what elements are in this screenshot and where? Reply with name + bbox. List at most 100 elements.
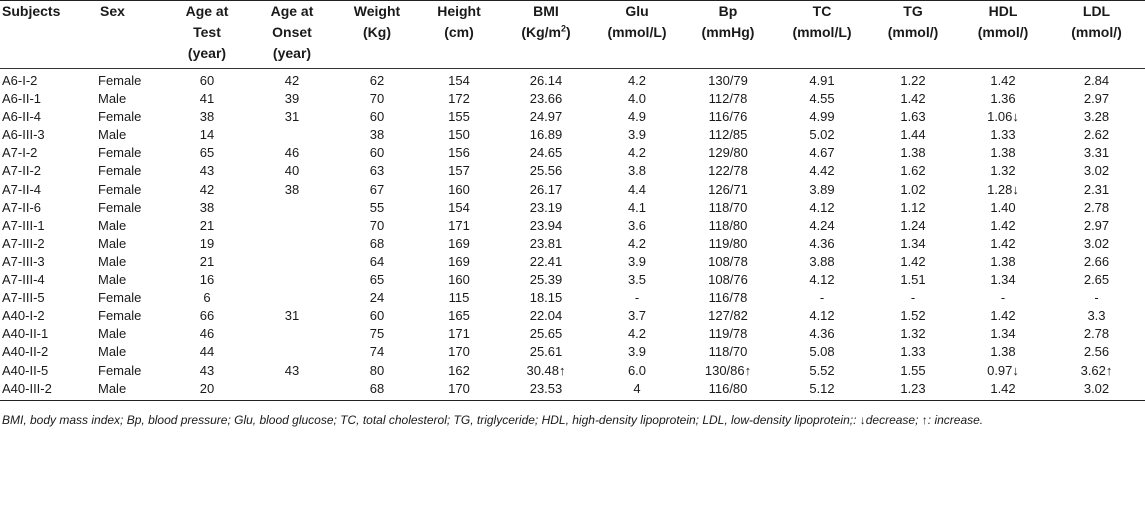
cell-ldl: 2.78 xyxy=(1083,199,1110,215)
cell-age-test: 21 xyxy=(199,217,215,233)
cell-age-test: 46 xyxy=(199,326,215,342)
cell-tc: 4.36 xyxy=(809,235,835,251)
cell-ldl: 3.62↑ xyxy=(1080,362,1113,378)
header-cell: (mmol/L) xyxy=(792,24,852,40)
cell-age-test: 21 xyxy=(199,253,215,269)
cell-subject: A40-I-2 xyxy=(2,308,45,324)
cell-weight: 68 xyxy=(369,235,385,251)
cell-bp: 118/80 xyxy=(708,217,748,233)
table-row: A40-II-2 Male 44 74 170 25.61 3.9 118/70 5.08 1.3… xyxy=(0,343,1145,361)
cell-height: 115 xyxy=(448,290,470,306)
cell-bp: 118/70 xyxy=(708,199,748,215)
cell-tg: 1.44 xyxy=(900,127,926,143)
cell-age-test: 19 xyxy=(199,235,215,251)
cell-bp: 118/70 xyxy=(708,344,748,360)
cell-tg: 1.22 xyxy=(900,73,926,88)
header-cell: (year) xyxy=(164,43,250,69)
table-row: A7-II-6 Female 38 55 154 23.19 4.1 118/70 4.12 1.… xyxy=(0,199,1145,217)
cell-age-onset xyxy=(250,253,334,271)
cell-height: 157 xyxy=(448,163,470,179)
col-header-ldl: LDL xyxy=(1048,0,1145,22)
cell-sex: Male xyxy=(98,272,127,288)
cell-glu: 6.0 xyxy=(627,362,647,378)
cell-age-onset xyxy=(250,289,334,307)
header-cell xyxy=(334,43,420,69)
cell-age-onset xyxy=(250,343,334,361)
header-cell: Onset xyxy=(272,24,312,40)
table-row: A7-II-4 Female 42 38 67 160 26.17 4.4 126/71 3.89… xyxy=(0,181,1145,199)
table-footnote: BMI, body mass index; Bp, blood pressure… xyxy=(2,412,984,427)
cell-age-onset xyxy=(250,126,334,144)
table-row: A7-III-5 Female 6 24 115 18.15 - 116/78 - - - - xyxy=(0,289,1145,307)
cell-height: 150 xyxy=(448,127,470,143)
cell-weight: 24 xyxy=(369,290,385,306)
header-cell xyxy=(594,43,680,69)
cell-tc: 5.02 xyxy=(809,127,835,143)
cell-tg: 1.55 xyxy=(900,362,926,378)
cell-subject: A40-II-5 xyxy=(2,362,49,378)
cell-ldl: 2.65 xyxy=(1083,272,1110,288)
cell-hdl: 1.40 xyxy=(990,199,1016,215)
cell-bp: 127/82 xyxy=(708,308,748,324)
cell-ldl: 2.31 xyxy=(1083,181,1110,197)
header-cell xyxy=(0,22,98,43)
header-row-2: Test Onset (Kg) (cm) (Kg/m2) (mmol/L) (m… xyxy=(0,22,1145,43)
cell-height: 156 xyxy=(448,145,470,161)
cell-glu: 3.8 xyxy=(627,163,647,179)
cell-weight: 68 xyxy=(334,379,420,401)
cell-age-test: 42 xyxy=(199,181,215,197)
header-cell xyxy=(1048,43,1145,69)
cell-age-test: 43 xyxy=(199,163,215,179)
bmi-unit-text: (Kg/m xyxy=(521,24,561,40)
cell-subject: A6-II-4 xyxy=(2,109,42,125)
cell-glu: 4.2 xyxy=(627,326,647,342)
cell-height: 165 xyxy=(448,308,470,324)
col-header-weight: Weight xyxy=(334,0,420,22)
cell-weight: 80 xyxy=(369,362,385,378)
table-header: Subjects Sex Age at Age at Weight Height… xyxy=(0,0,1145,69)
header-cell xyxy=(98,22,164,43)
cell-tc: 4.12 xyxy=(809,199,835,215)
cell-tc: 4.91 xyxy=(809,73,835,88)
cell-tg: 1.24 xyxy=(900,217,926,233)
cell-weight: 65 xyxy=(369,272,385,288)
cell-weight: 60 xyxy=(369,109,385,125)
header-cell xyxy=(868,43,958,69)
header-cell: (Kg) xyxy=(363,24,391,40)
cell-ldl: 2.78 xyxy=(1083,326,1110,342)
cell-tg: 1.63 xyxy=(900,109,926,125)
cell-subject: A6-II-1 xyxy=(2,91,42,107)
cell-ldl: 3.28 xyxy=(1083,109,1110,125)
table-row: A40-II-1 Male 46 75 171 25.65 4.2 119/78 4.36 1.3… xyxy=(0,325,1145,343)
table-row: A7-III-2 Male 19 68 169 23.81 4.2 119/80 4.36 1.3… xyxy=(0,235,1145,253)
cell-tg: 1.42 xyxy=(900,91,926,107)
cell-hdl: 1.28↓ xyxy=(987,181,1019,197)
cell-tc: - xyxy=(819,290,825,306)
header-cell: (mmol/) xyxy=(977,24,1029,40)
cell-sex: Male xyxy=(98,235,127,251)
cell-glu: 4.2 xyxy=(627,73,647,88)
cell-tc: 4.36 xyxy=(809,326,835,342)
cell-weight: 70 xyxy=(369,91,385,107)
cell-bp: 116/78 xyxy=(708,290,748,306)
cell-tc: 3.89 xyxy=(809,181,835,197)
cell-bmi: 26.14 xyxy=(529,73,563,88)
cell-tg: 1.12 xyxy=(900,199,926,215)
header-cell xyxy=(498,43,594,69)
cell-ldl: 3.31 xyxy=(1083,145,1110,161)
cell-bp: 126/71 xyxy=(708,181,748,197)
cell-sex: Female xyxy=(98,290,142,306)
bmi-unit-close: ) xyxy=(566,24,571,40)
cell-hdl: 1.42 xyxy=(990,217,1016,233)
cell-glu: 4.2 xyxy=(627,235,647,251)
cell-tg: 1.33 xyxy=(900,344,926,360)
cell-age-test: 41 xyxy=(199,91,215,107)
cell-weight: 75 xyxy=(369,326,385,342)
cell-glu: 4.0 xyxy=(627,91,647,107)
cell-ldl: 2.56 xyxy=(1083,344,1110,360)
cell-age-onset: 31 xyxy=(284,109,300,125)
cell-bmi: 26.17 xyxy=(529,181,563,197)
cell-subject: A7-III-3 xyxy=(2,253,45,269)
cell-weight: 60 xyxy=(369,308,385,324)
cell-hdl: 1.42 xyxy=(958,379,1048,401)
